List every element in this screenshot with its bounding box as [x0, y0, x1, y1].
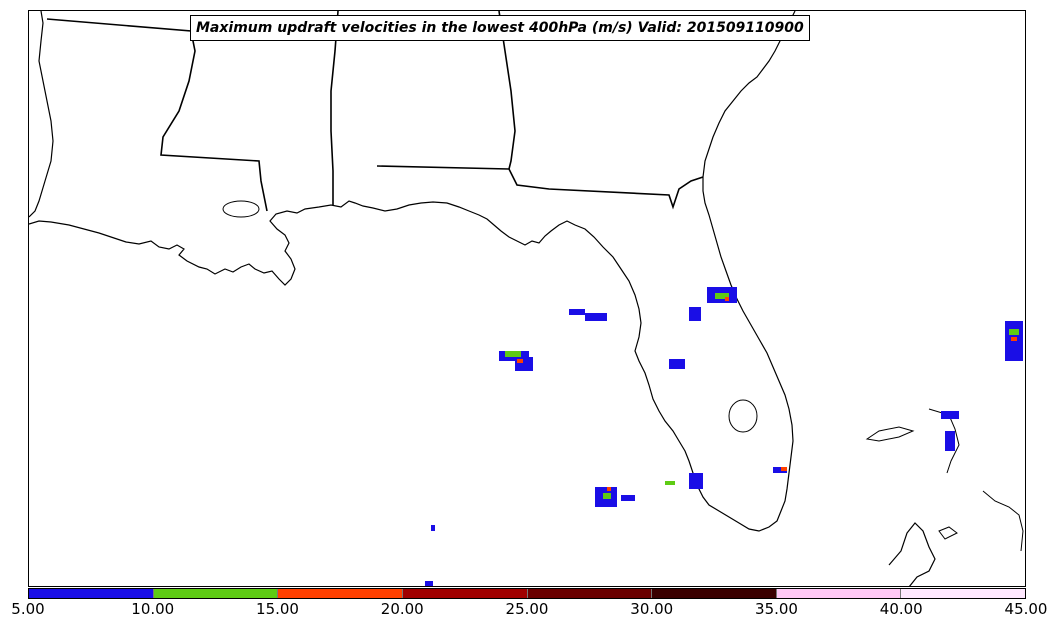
colorbar-segment [153, 589, 279, 598]
lake-okeechobee [728, 399, 758, 433]
gulf-coastline [29, 177, 794, 532]
colorbar-segment [652, 589, 777, 598]
state-border-al-fl [376, 165, 704, 210]
colorbar-tick-label: 45.00 [1004, 600, 1048, 618]
colorbar-segment [278, 589, 403, 598]
map-title: Maximum updraft velocities in the lowest… [190, 15, 810, 41]
state-border-al-ga [498, 11, 516, 170]
colorbar-segment [402, 589, 528, 598]
colorbar-segment [776, 589, 902, 598]
map-canvas [29, 11, 1024, 586]
colorbar-tick-label: 40.00 [879, 600, 923, 618]
map-panel [28, 10, 1026, 587]
louisiana-coast [29, 11, 54, 218]
colorbar-tick-label: 30.00 [630, 600, 674, 618]
state-border-la-ms [46, 18, 268, 212]
updraft-cells [425, 287, 1023, 586]
colorbar-tick-label: 20.00 [380, 600, 424, 618]
colorbar-segment [527, 589, 653, 598]
colorbar-tick-label: 5.00 [11, 600, 45, 618]
colorbar-tick-label: 10.00 [131, 600, 175, 618]
cuba-coast [888, 522, 936, 586]
colorbar-tick-label: 35.00 [755, 600, 798, 618]
colorbar-segment [29, 589, 154, 598]
colorbar-segment [901, 589, 1025, 598]
colorbar [28, 588, 1026, 599]
bahamas-islands [865, 408, 1024, 552]
colorbar-tick-label: 25.00 [505, 600, 549, 618]
lake-pontchartrain [222, 200, 260, 218]
state-border-ms-al [330, 11, 339, 205]
colorbar-tick-label: 15.00 [256, 600, 299, 618]
